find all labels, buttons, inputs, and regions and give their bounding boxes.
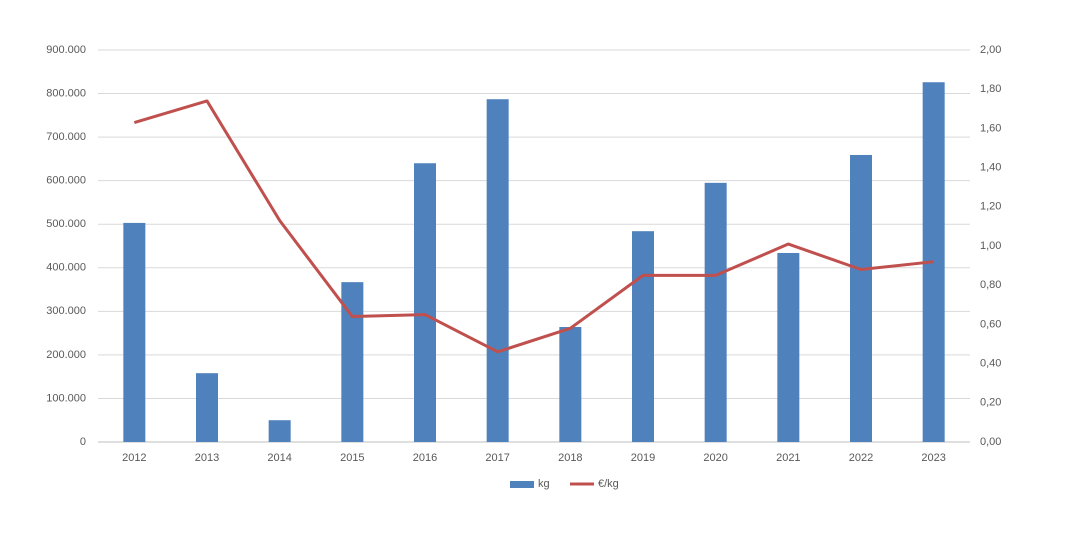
x-tick-label: 2022	[849, 452, 873, 464]
x-tick-label: 2014	[267, 452, 291, 464]
x-tick-label: 2021	[776, 452, 800, 464]
y2-tick-label: 0,20	[980, 397, 1001, 409]
bar	[268, 420, 291, 442]
legend-swatch	[510, 481, 534, 488]
y2-tick-label: 2,00	[980, 44, 1001, 56]
bar	[486, 99, 509, 443]
x-tick-label: 2013	[195, 452, 219, 464]
bar	[414, 163, 436, 442]
y2-tick-label: 0,60	[980, 318, 1001, 330]
y-tick-label: 700.000	[46, 131, 86, 143]
x-tick-label: 2020	[703, 452, 727, 464]
bar	[777, 252, 800, 442]
bar	[632, 231, 654, 442]
y-tick-label: 800.000	[46, 87, 86, 99]
y-tick-label: 100.000	[46, 392, 86, 404]
bar	[850, 154, 872, 443]
x-tick-label: 2017	[485, 452, 509, 464]
y2-tick-label: 0,00	[980, 436, 1001, 448]
x-tick-label: 2023	[921, 452, 945, 464]
legend-label: €/kg	[598, 478, 619, 490]
x-tick-label: 2015	[340, 452, 364, 464]
y-tick-label: 300.000	[46, 305, 86, 317]
y-tick-label: 400.000	[46, 262, 86, 274]
y2-tick-label: 1,20	[980, 201, 1001, 213]
x-tick-label: 2012	[122, 452, 146, 464]
y2-tick-label: 1,80	[980, 83, 1001, 95]
x-tick-label: 2016	[413, 452, 437, 464]
y2-tick-label: 0,40	[980, 358, 1001, 370]
legend-label: kg	[538, 478, 550, 490]
x-tick-label: 2018	[558, 452, 582, 464]
bar	[123, 222, 146, 442]
bar	[196, 373, 218, 442]
y2-tick-label: 0,80	[980, 279, 1001, 291]
x-tick-label: 2019	[631, 452, 655, 464]
y-tick-label: 0	[80, 436, 86, 448]
y-tick-label: 900.000	[46, 44, 86, 56]
bar	[559, 327, 582, 442]
bar	[341, 282, 364, 442]
line	[133, 99, 934, 354]
y2-tick-label: 1,40	[980, 162, 1001, 174]
y2-tick-label: 1,00	[980, 240, 1001, 252]
bar	[704, 182, 727, 442]
y-tick-label: 500.000	[46, 218, 86, 230]
y-tick-label: 200.000	[46, 349, 86, 361]
y-tick-label: 600.000	[46, 175, 86, 187]
y2-tick-label: 1,60	[980, 122, 1001, 134]
